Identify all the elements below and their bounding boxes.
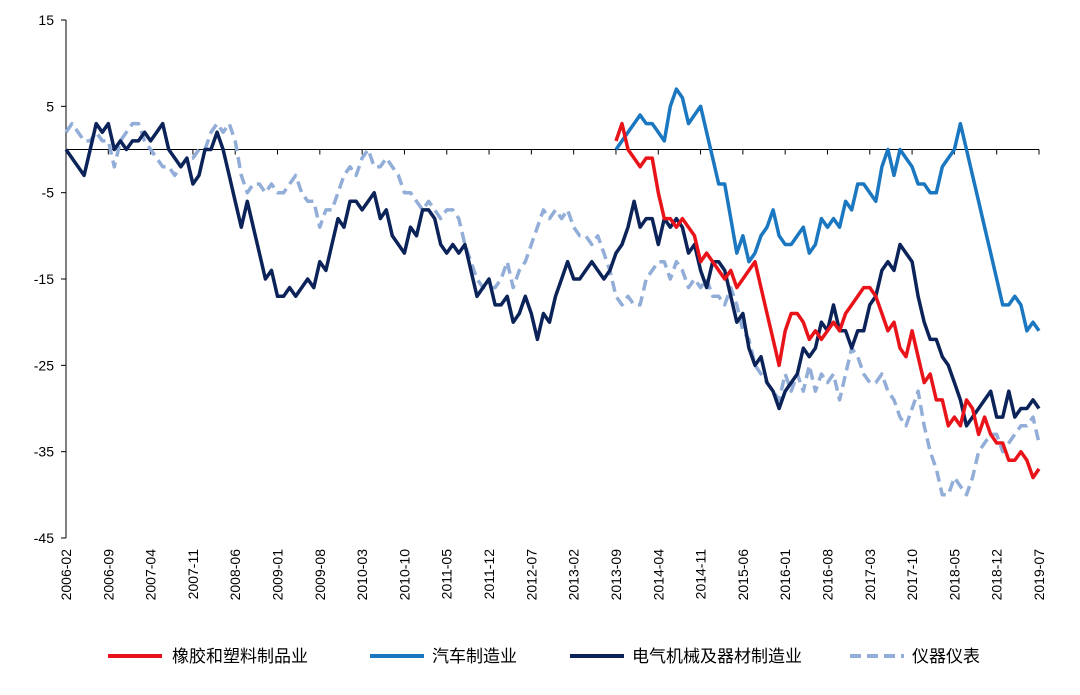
x-tick-label: 2014-11	[693, 549, 709, 600]
x-tick-label: 2019-07	[1031, 549, 1047, 601]
x-tick-label: 2016-08	[819, 549, 835, 601]
x-tick-label: 2007-11	[185, 549, 201, 600]
x-tick-label: 2007-04	[143, 549, 159, 601]
series-line-4	[64, 121, 1041, 497]
x-tick-label: 2009-08	[312, 549, 328, 601]
legend: 橡胶和塑料制品业 汽车制造业 电气机械及器材制造业 仪器仪表	[108, 647, 980, 667]
y-tick-label: -45	[34, 530, 54, 546]
x-axis-tick-labels: 2006-02 2006-09 2007-04 2007-11 2008-06 2009-…	[58, 549, 1047, 601]
legend-label-3: 电气机械及器材制造业	[632, 647, 802, 667]
x-tick-label: 2013-09	[608, 549, 624, 601]
x-tick-label: 2012-07	[523, 549, 539, 601]
legend-label-4: 仪器仪表	[912, 647, 980, 667]
legend-label-2: 汽车制造业	[432, 647, 517, 667]
x-tick-label: 2011-12	[481, 549, 497, 600]
x-tick-label: 2018-05	[946, 549, 962, 601]
y-tick-label: 5	[46, 98, 54, 114]
x-tick-label: 2015-06	[735, 549, 751, 601]
series-line-2	[614, 87, 1041, 333]
x-tick-label: 2013-02	[566, 549, 582, 601]
series-line-1	[614, 121, 1041, 480]
series-lines	[64, 87, 1041, 497]
y-tick-label: 15	[38, 12, 54, 28]
x-tick-label: 2010-03	[354, 549, 370, 601]
x-tick-label: 2006-09	[100, 549, 116, 601]
x-tick-label: 2009-01	[270, 549, 286, 601]
x-tick-label: 2018-12	[989, 549, 1005, 601]
y-tick-label: -25	[34, 357, 54, 373]
legend-label-1: 橡胶和塑料制品业	[172, 647, 308, 667]
axes	[61, 19, 1040, 539]
x-tick-label: 2011-05	[439, 549, 455, 600]
y-tick-label: -15	[34, 271, 54, 287]
x-tick-label: 2014-04	[650, 549, 666, 601]
series-line-3	[64, 121, 1041, 428]
x-tick-label: 2006-02	[58, 549, 74, 601]
y-axis-tick-labels: 15 5 -5 -15 -25 -35 -45	[34, 12, 54, 546]
y-tick-label: -5	[42, 185, 55, 201]
y-tick-label: -35	[34, 444, 54, 460]
x-tick-label: 2008-06	[227, 549, 243, 601]
x-tick-label: 2017-03	[862, 549, 878, 601]
x-tick-label: 2010-10	[396, 549, 412, 601]
x-tick-label: 2016-01	[777, 549, 793, 601]
x-tick-label: 2017-10	[904, 549, 920, 601]
